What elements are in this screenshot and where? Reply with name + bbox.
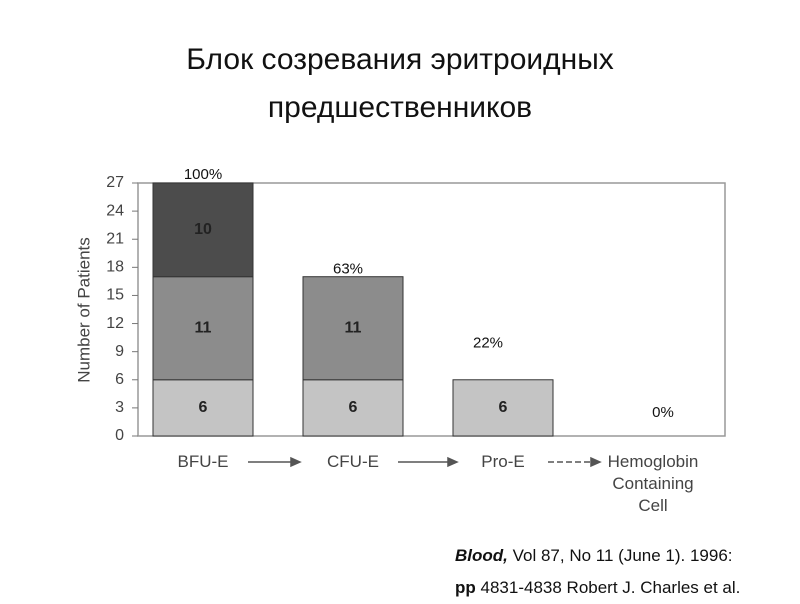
y-tick-label: 27 xyxy=(106,174,124,191)
citation-line: Blood, Vol 87, No 11 (June 1). 1996: xyxy=(455,540,740,572)
citation: Blood, Vol 87, No 11 (June 1). 1996: pp … xyxy=(455,540,740,604)
citation-line: pp 4831-4838 Robert J. Charles et al. xyxy=(455,572,740,604)
x-tick-label: Hemoglobin Containing Cell xyxy=(607,452,699,515)
segment-label: 6 xyxy=(199,399,208,416)
y-tick-label: 6 xyxy=(115,371,124,388)
bar-segment xyxy=(452,379,554,437)
y-tick-label: 12 xyxy=(106,315,124,332)
details: Vol 87, No 11 (June 1). 1996: xyxy=(512,546,733,565)
y-tick-label: 24 xyxy=(106,202,124,219)
y-tick-label: 9 xyxy=(115,343,124,360)
segment-label: 11 xyxy=(345,319,362,336)
page-title: Блок созревания эритроидных предшественн… xyxy=(186,43,614,124)
bar-segment xyxy=(152,182,254,278)
y-tick-label: 0 xyxy=(115,427,124,444)
x-tick-label: Pro-E xyxy=(481,452,525,471)
bar-segment xyxy=(302,276,404,381)
y-tick-label: 21 xyxy=(106,230,124,247)
percent-annotation: 22% xyxy=(473,335,503,352)
y-tick-label: 15 xyxy=(106,287,124,304)
percent-annotation: 0% xyxy=(652,404,674,421)
journal: Blood, xyxy=(455,546,508,565)
segment-label: 11 xyxy=(195,319,212,336)
segment-label: 10 xyxy=(194,221,212,238)
pages-label: pp xyxy=(455,578,476,597)
bar-segment xyxy=(302,379,404,437)
y-axis-label: Number of Patients xyxy=(74,237,93,383)
x-tick-label: BFU-E xyxy=(177,452,229,471)
y-tick-label: 18 xyxy=(106,259,124,276)
x-tick-label: CFU-E xyxy=(327,452,379,471)
y-tick-label: 3 xyxy=(115,399,124,416)
percent-annotation: 63% xyxy=(333,261,363,278)
plot-frame xyxy=(137,182,726,437)
pages: 4831-4838 Robert J. Charles et al. xyxy=(480,578,741,597)
segment-label: 6 xyxy=(349,399,358,416)
bar-segment xyxy=(152,379,254,437)
bar-segment xyxy=(152,276,254,381)
segment-label: 6 xyxy=(499,399,508,416)
arrows xyxy=(248,456,602,468)
percent-annotation: 100% xyxy=(184,166,222,183)
